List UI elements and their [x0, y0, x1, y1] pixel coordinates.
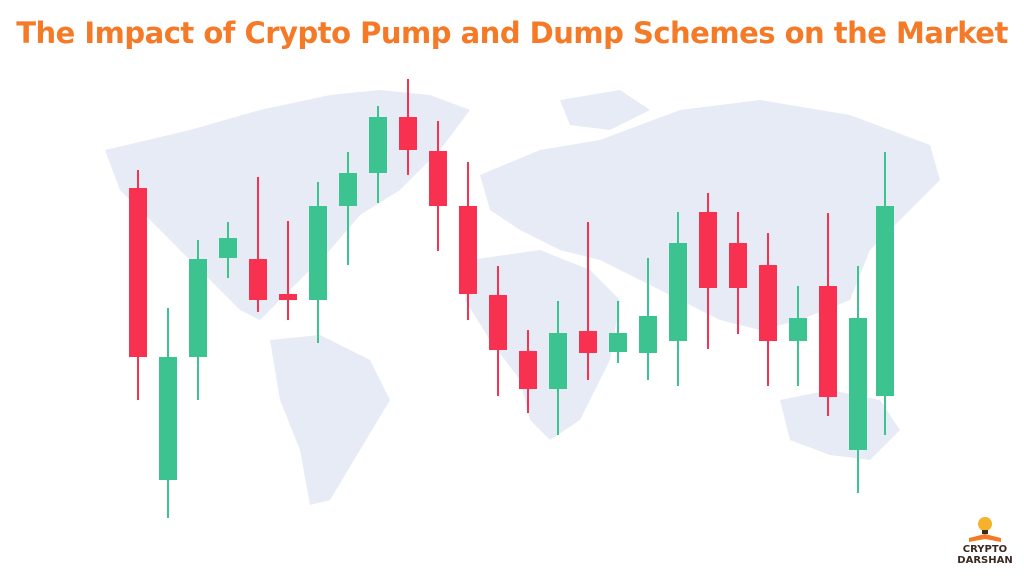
candle-body	[729, 243, 747, 288]
candle-body	[129, 188, 147, 357]
candle-body	[489, 295, 507, 350]
candle-body	[819, 286, 837, 397]
candle-body	[309, 206, 327, 300]
candle-body	[849, 318, 867, 450]
candle-body	[876, 206, 894, 396]
candle-body	[549, 333, 567, 389]
candle-body	[759, 265, 777, 341]
candle-body	[189, 259, 207, 357]
candle-body	[399, 117, 417, 150]
candle-body	[639, 316, 657, 353]
candle-body	[159, 357, 177, 480]
logo-text: DARSHAN	[957, 555, 1013, 566]
logo-icon	[969, 517, 1001, 542]
candle-body	[369, 117, 387, 173]
candle-body	[699, 212, 717, 288]
candle-body	[429, 151, 447, 206]
logo-text: CRYPTO	[962, 544, 1008, 555]
candle-body	[459, 206, 477, 294]
world-map	[105, 90, 940, 505]
logo: CRYPTO DARSHAN	[952, 514, 1018, 566]
candle-body	[669, 243, 687, 341]
candle-body	[519, 351, 537, 389]
candle-body	[579, 331, 597, 353]
candle-body	[789, 318, 807, 341]
candle-body	[249, 259, 267, 300]
candle-body	[279, 294, 297, 300]
candle-body	[339, 173, 357, 206]
candle-body	[609, 333, 627, 352]
title: The Impact of Crypto Pump and Dump Schem…	[16, 16, 1008, 50]
candle-body	[219, 238, 237, 258]
